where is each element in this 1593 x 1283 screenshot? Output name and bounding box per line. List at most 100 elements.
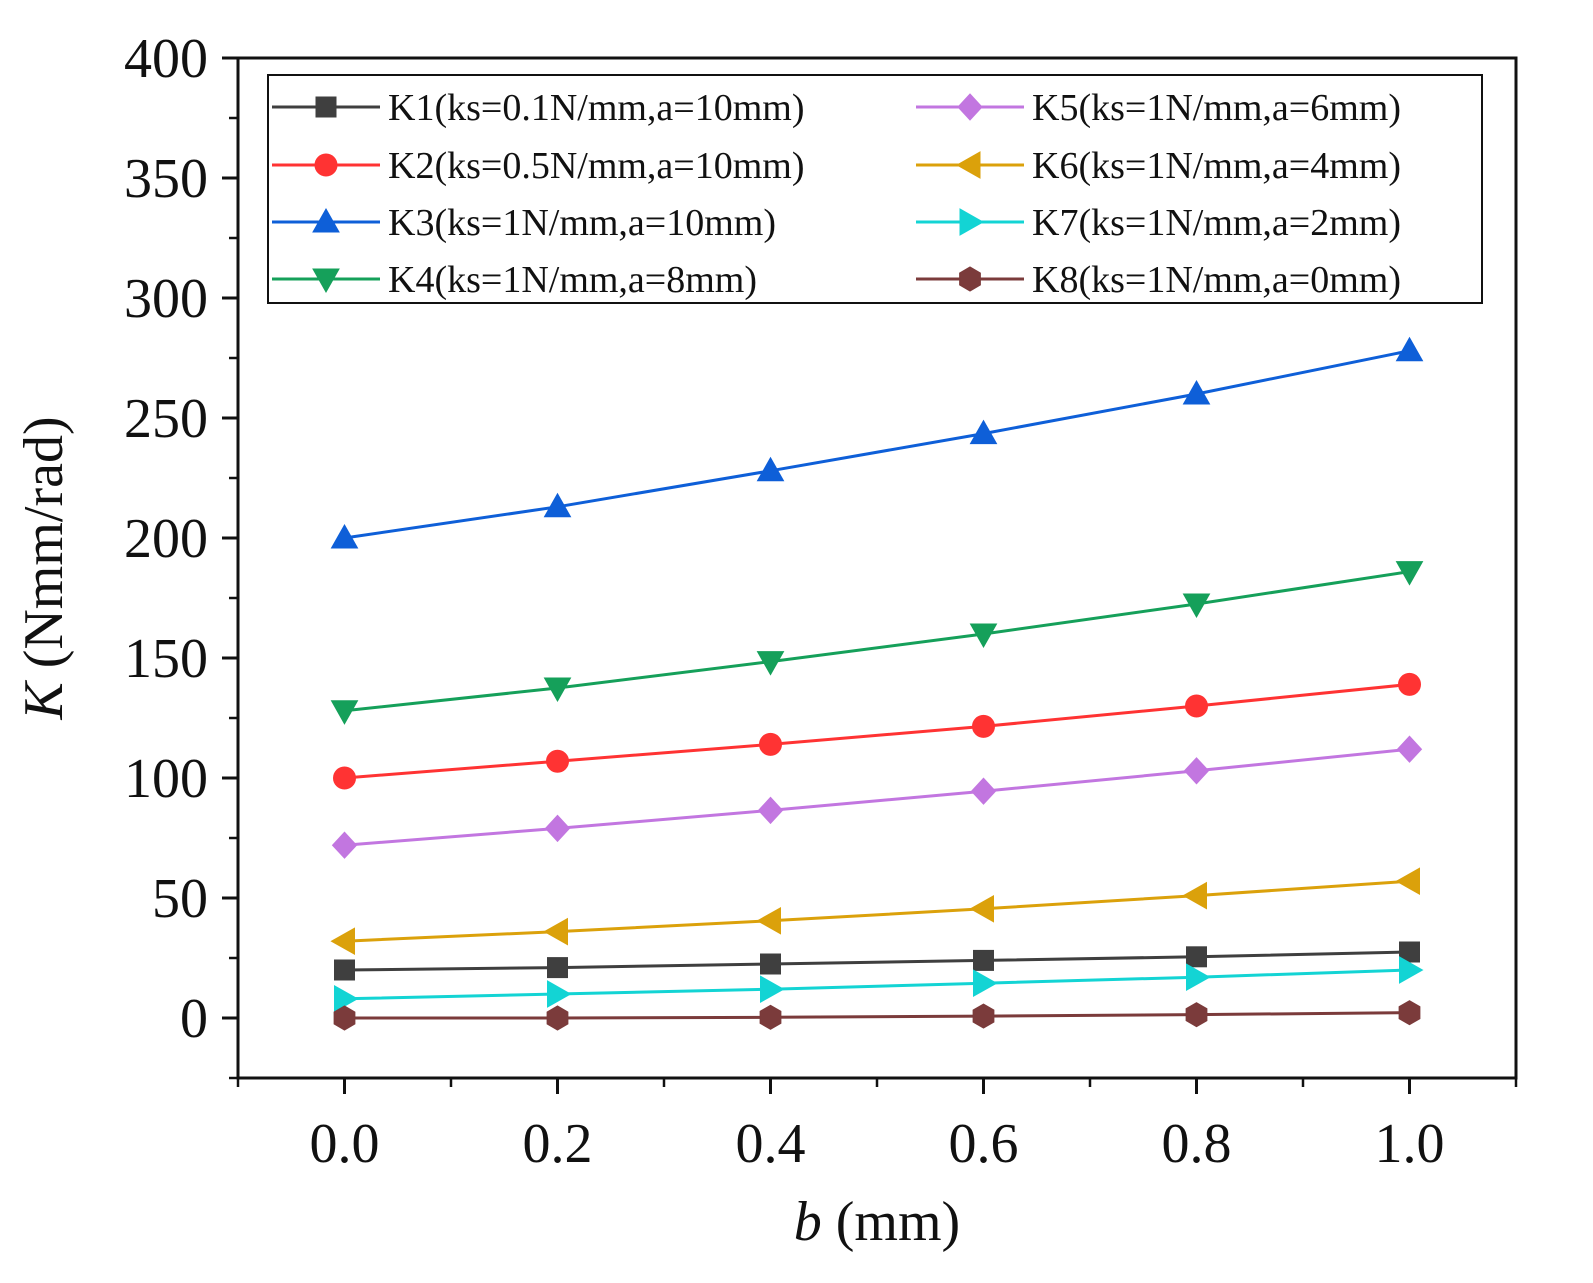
data-point	[973, 969, 998, 998]
data-point	[330, 927, 355, 956]
legend-label: K1(ks=0.1N/mm,a=10mm)	[388, 87, 805, 129]
y-tick-label: 200	[124, 508, 208, 570]
legend-label: K5(ks=1N/mm,a=6mm)	[1032, 87, 1401, 129]
data-point	[759, 732, 782, 756]
series-line	[344, 968, 1410, 1001]
legend-item: K1(ks=0.1N/mm,a=10mm)	[272, 87, 805, 129]
data-point	[1185, 1002, 1208, 1028]
data-point	[334, 959, 355, 981]
data-point	[1186, 946, 1207, 968]
data-point	[970, 777, 997, 805]
data-point	[543, 677, 572, 703]
x-tick-label: 0.6	[949, 1113, 1019, 1175]
y-tick-label: 50	[152, 868, 208, 930]
legend-marker	[957, 93, 983, 121]
x-axis-unit: (mm)	[822, 1191, 960, 1253]
y-tick-label: 150	[124, 628, 208, 690]
data-point	[330, 523, 359, 549]
x-tick-label: 0.4	[736, 1113, 806, 1175]
data-point	[759, 1004, 782, 1030]
data-point	[757, 796, 784, 825]
data-point	[330, 700, 359, 725]
y-tick-label: 400	[124, 28, 208, 90]
legend-box	[267, 74, 1483, 304]
data-point	[334, 984, 359, 1013]
legend-marker	[312, 268, 340, 294]
legend-item: K6(ks=1N/mm,a=4mm)	[916, 145, 1401, 187]
data-point	[547, 980, 572, 1008]
x-tick-label: 1.0	[1375, 1113, 1445, 1175]
series-4	[330, 561, 1424, 725]
legend-label: K3(ks=1N/mm,a=10mm)	[388, 202, 776, 244]
series-line	[344, 950, 1410, 972]
legend-label: K4(ks=1N/mm,a=8mm)	[388, 259, 757, 301]
x-tick-label: 0.2	[523, 1113, 593, 1175]
series-line	[344, 1011, 1410, 1020]
data-point	[760, 953, 781, 975]
data-point	[544, 814, 571, 843]
legend-item: K8(ks=1N/mm,a=0mm)	[916, 259, 1401, 301]
series-2	[333, 672, 1421, 790]
data-point	[1185, 694, 1208, 718]
data-point	[543, 492, 572, 518]
series-8	[333, 1000, 1421, 1031]
data-point	[543, 917, 568, 946]
data-point	[969, 623, 998, 649]
data-point	[972, 1003, 995, 1029]
y-axis-unit: (Nmm/rad)	[13, 416, 75, 682]
legend-marker	[955, 151, 981, 179]
legend-label: K8(ks=1N/mm,a=0mm)	[1032, 259, 1401, 301]
data-point	[1186, 963, 1211, 992]
data-point	[1182, 379, 1211, 405]
legend: K1(ks=0.1N/mm,a=10mm) K2(ks=0.5N/mm,a=10m…	[267, 74, 1483, 304]
legend-marker	[312, 207, 340, 233]
data-point	[333, 766, 356, 790]
data-point	[969, 419, 998, 445]
series-5	[331, 735, 1423, 859]
data-point	[1395, 867, 1420, 896]
legend-marker	[314, 153, 338, 177]
data-point	[1182, 881, 1207, 910]
x-axis-title: b (mm)	[794, 1191, 960, 1253]
series-line	[344, 747, 1410, 847]
legend-marker	[959, 266, 981, 292]
data-point	[972, 714, 995, 738]
legend-item: K5(ks=1N/mm,a=6mm)	[916, 87, 1401, 129]
y-axis-title: K (Nmm/rad)	[13, 416, 75, 720]
y-tick-label: 300	[124, 268, 208, 330]
legend-label: K2(ks=0.5N/mm,a=10mm)	[388, 145, 805, 187]
series-line	[344, 570, 1410, 713]
data-point	[1399, 941, 1420, 963]
series-line	[344, 879, 1410, 943]
legend-marker	[315, 96, 337, 118]
legend-item: K3(ks=1N/mm,a=10mm)	[272, 202, 776, 244]
data-point	[969, 894, 994, 923]
data-point	[546, 1005, 569, 1031]
data-point	[333, 1005, 356, 1031]
y-tick-label: 250	[124, 388, 208, 450]
x-tick-label: 0.0	[310, 1113, 380, 1175]
data-point	[1396, 735, 1423, 763]
series-7	[334, 956, 1424, 1013]
series-6	[330, 867, 1420, 956]
series-1	[334, 941, 1420, 981]
y-tick-label: 350	[124, 148, 208, 210]
data-point	[1399, 956, 1424, 984]
data-point	[1182, 593, 1211, 619]
data-point	[1398, 672, 1421, 696]
data-point	[547, 957, 568, 979]
legend-label: K6(ks=1N/mm,a=4mm)	[1032, 145, 1401, 187]
data-point	[756, 456, 785, 482]
data-point	[331, 831, 358, 859]
data-point	[756, 651, 785, 676]
series-3	[330, 336, 1424, 549]
x-axis-variable: b	[794, 1191, 822, 1253]
y-tick-label: 100	[124, 748, 208, 810]
plot-frame	[236, 56, 1518, 1080]
data-point	[546, 749, 569, 773]
legend-label: K7(ks=1N/mm,a=2mm)	[1032, 202, 1401, 244]
data-point	[1183, 757, 1210, 785]
series-line	[344, 682, 1410, 780]
data-point	[760, 975, 785, 1004]
